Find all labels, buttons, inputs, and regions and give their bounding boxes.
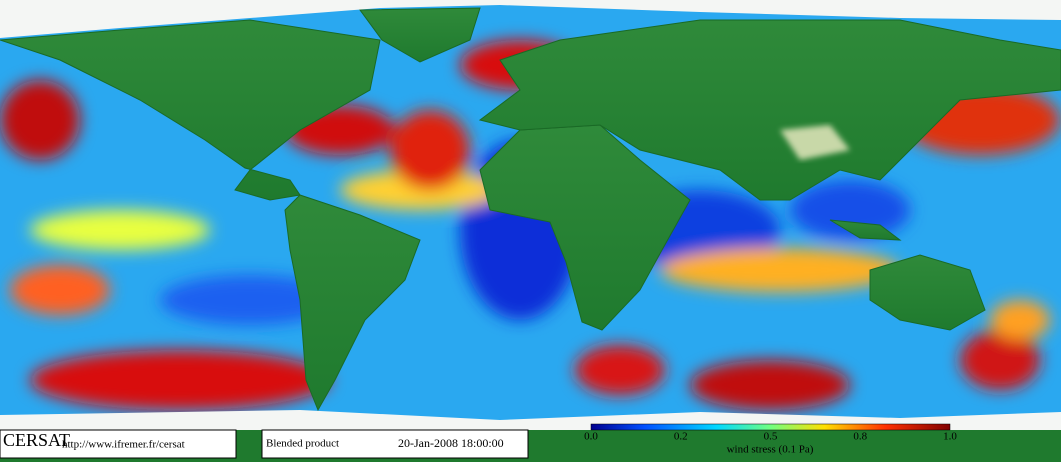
date: 20-Jan-2008 18:00:00 — [398, 436, 504, 450]
colorbar-tick-label: 0.0 — [584, 431, 598, 443]
south-america — [284, 194, 421, 412]
colorbar-tick-label: 0.2 — [674, 431, 688, 443]
colorbar-label: wind stress (0.1 Pa) — [727, 444, 814, 456]
colorbar-tick-label: 1.0 — [943, 431, 957, 443]
tibet-plateau — [780, 125, 850, 160]
logo-box — [0, 429, 237, 459]
australia — [869, 254, 986, 331]
logo: CERSAT — [3, 430, 70, 450]
eurasia — [478, 19, 1061, 201]
colorbar-ticks: 0.0 0.2 0.5 0.8 1.0 — [584, 431, 957, 443]
footer: CERSAT http://www.ifremer.fr/cersat Blen… — [0, 423, 1061, 462]
greenland — [359, 7, 481, 63]
north-america — [0, 19, 381, 201]
colorbar-tick-label: 0.5 — [764, 431, 778, 443]
indonesia — [829, 219, 902, 241]
product-box — [261, 429, 529, 459]
colorbar-tick-label: 0.8 — [853, 431, 867, 443]
url: http://www.ifremer.fr/cersat — [62, 439, 185, 451]
product: Blended product — [266, 438, 339, 450]
colorbar — [590, 423, 951, 431]
landmasses — [0, 7, 1061, 412]
